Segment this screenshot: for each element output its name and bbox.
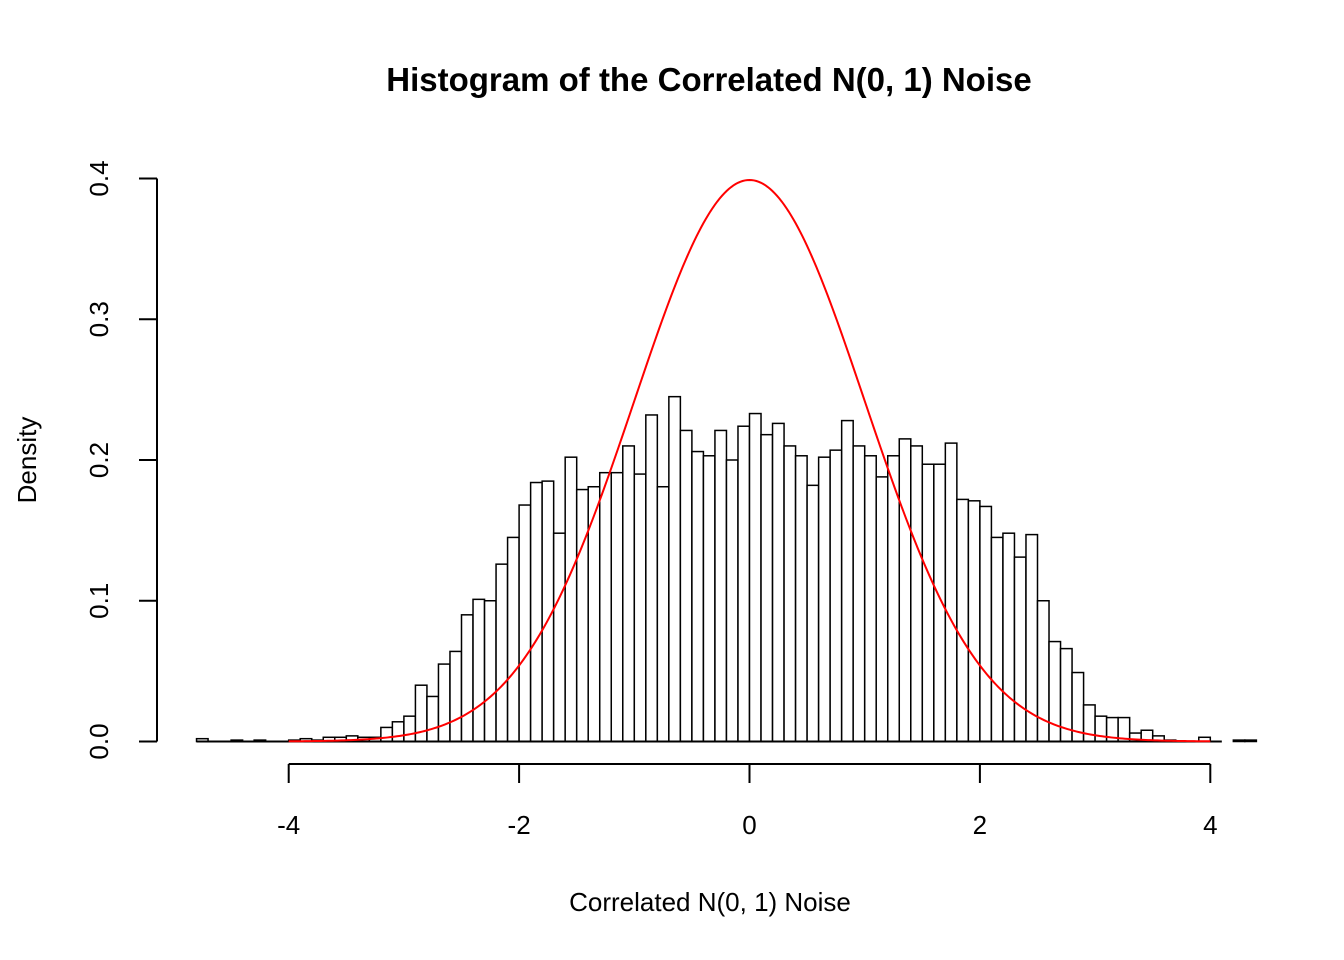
histogram-bar (944, 442, 958, 743)
histogram-bar (737, 425, 751, 743)
histogram-bar (575, 488, 589, 743)
histogram-bar (886, 455, 901, 743)
histogram-bar (806, 484, 820, 743)
y-tick-label: 0.3 (84, 301, 114, 337)
x-axis: -4 -2 0 2 4 (277, 763, 1218, 840)
y-tick-label: 0.2 (84, 442, 114, 478)
histogram-bar (783, 445, 797, 743)
histogram-bar (483, 600, 497, 743)
histogram-bar (748, 412, 762, 743)
histogram-bar (529, 481, 543, 743)
histogram-bar (460, 614, 474, 743)
x-tick-label: 4 (1203, 810, 1217, 840)
histogram-bar (1094, 715, 1108, 743)
histogram-bar (564, 456, 578, 743)
histogram-bar (817, 456, 831, 743)
histogram-bar (921, 463, 935, 743)
y-tick-label: 0.1 (84, 583, 114, 619)
histogram-bar (933, 463, 947, 743)
histogram-bar (863, 455, 877, 743)
histogram-bars (195, 395, 1258, 743)
histogram-bar (898, 438, 912, 743)
histogram-bar (979, 505, 993, 743)
y-tick-label: 0.4 (84, 160, 114, 196)
histogram-bar (472, 598, 486, 743)
histogram-bar (403, 715, 417, 743)
histogram-bar (956, 498, 970, 743)
histogram-bar (1232, 739, 1246, 743)
y-axis-label: Density (12, 417, 42, 504)
x-tick-label: 2 (973, 810, 987, 840)
y-axis: 0.0 0.1 0.2 0.3 0.4 (84, 160, 158, 760)
histogram-bar (380, 726, 394, 743)
histogram-bar (1244, 739, 1258, 743)
histogram-bar (645, 414, 659, 743)
histogram-bar (967, 500, 981, 743)
histogram-bar (829, 449, 843, 743)
histogram-bar (495, 563, 509, 743)
histogram-bar (691, 450, 705, 743)
histogram-bar (426, 695, 440, 743)
histogram-bar (518, 504, 532, 743)
histogram-bar (656, 485, 670, 743)
histogram-bar (391, 721, 405, 743)
histogram-bar (875, 476, 889, 743)
histogram-bar (679, 429, 693, 743)
histogram-bar (633, 473, 647, 743)
x-tick-label: 0 (742, 810, 756, 840)
histogram-bar (449, 650, 463, 743)
histogram-bar (760, 433, 774, 743)
x-axis-label: Correlated N(0, 1) Noise (569, 887, 851, 917)
y-tick-label: 0.0 (84, 723, 114, 759)
histogram-bar (794, 455, 808, 743)
histogram-bar (1082, 704, 1096, 743)
histogram-bar (668, 395, 682, 743)
histogram-bar (1002, 532, 1016, 743)
histogram-bar (598, 471, 613, 743)
histogram-bar (622, 445, 636, 743)
histogram-bar (714, 429, 728, 743)
histogram-bar (437, 663, 451, 743)
histogram-bar (610, 471, 624, 743)
histogram-bar (552, 532, 566, 743)
histogram-bar (852, 445, 866, 743)
x-tick-label: -2 (508, 810, 531, 840)
chart-title: Histogram of the Correlated N(0, 1) Nois… (386, 61, 1031, 98)
histogram-bar (1013, 556, 1027, 743)
histogram-bar (990, 536, 1004, 743)
normal-density-curve (288, 178, 1211, 743)
histogram-bar (725, 459, 739, 743)
histogram-bar (702, 455, 716, 743)
histogram-bar (506, 536, 520, 743)
histogram-bar (771, 422, 785, 743)
histogram-bar (910, 445, 924, 743)
x-tick-label: -4 (277, 810, 300, 840)
histogram-bar (840, 419, 854, 743)
